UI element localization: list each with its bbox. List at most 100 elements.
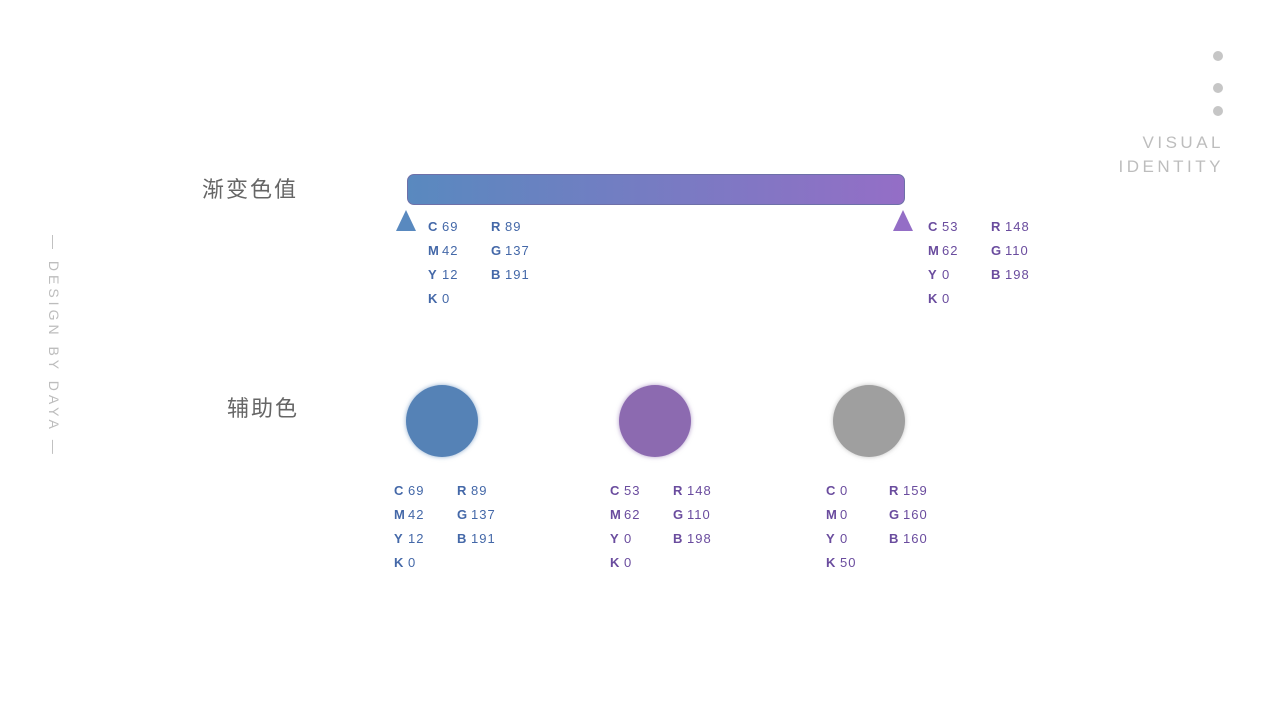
rgb-channel-value: 89 [505, 219, 522, 234]
rgb-channel-value: 198 [687, 531, 712, 546]
cmyk-channel-label: C [928, 219, 938, 234]
rgb-channel-label: R [491, 219, 501, 234]
rgb-row: R 159 [889, 479, 928, 503]
rgb-row: R 89 [491, 215, 521, 239]
rgb-channel-value: 148 [1005, 219, 1030, 234]
dot-icon [1213, 83, 1223, 93]
cmyk-channel-label: Y [826, 531, 835, 546]
cmyk-channel-label: K [428, 291, 438, 306]
rgb-row: G 110 [991, 239, 1029, 263]
cmyk-channel-label: K [928, 291, 938, 306]
cmyk-row: Y 12 [394, 527, 424, 551]
rgb-channel-label: B [457, 531, 467, 546]
cmyk-channel-label: M [394, 507, 405, 522]
cmyk-row: M 62 [610, 503, 640, 527]
cmyk-row: M 42 [394, 503, 424, 527]
rgb-row: G 137 [491, 239, 530, 263]
cmyk-channel-value: 42 [442, 243, 459, 258]
rgb-channel-value: 160 [903, 531, 928, 546]
cmyk-channel-label: M [428, 243, 439, 258]
rgb-channel-value: 191 [471, 531, 496, 546]
rgb-row: B 191 [491, 263, 530, 287]
rgb-row: B 198 [673, 527, 712, 551]
cmyk-channel-label: Y [428, 267, 437, 282]
rgb-channel-label: R [457, 483, 467, 498]
rgb-channel-value: 148 [687, 483, 712, 498]
cmyk-channel-value: 42 [408, 507, 425, 522]
cmyk-channel-value: 50 [840, 555, 857, 570]
corner-title-line1: VISUAL [1142, 133, 1224, 152]
rgb-channel-label: G [673, 507, 684, 522]
rgb-channel-label: G [457, 507, 468, 522]
rgb-row: G 160 [889, 503, 928, 527]
cmyk-channel-value: 69 [408, 483, 425, 498]
cmyk-channel-value: 0 [840, 531, 849, 546]
rgb-channel-label: R [991, 219, 1001, 234]
cmyk-channel-label: M [610, 507, 621, 522]
rgb-row: G 110 [673, 503, 711, 527]
dot-icon [1213, 106, 1223, 116]
gradient-heading: 渐变色值 [202, 178, 299, 203]
rgb-row: R 89 [457, 479, 487, 503]
cmyk-channel-value: 62 [624, 507, 641, 522]
cmyk-channel-label: Y [928, 267, 937, 282]
rgb-channel-label: G [889, 507, 900, 522]
swatch-purple [619, 385, 691, 457]
rgb-channel-label: B [673, 531, 683, 546]
cmyk-row: C 53 [610, 479, 640, 503]
rgb-channel-value: 110 [687, 507, 711, 522]
rgb-channel-label: B [991, 267, 1001, 282]
cmyk-channel-label: M [826, 507, 837, 522]
cmyk-channel-label: M [928, 243, 939, 258]
cmyk-channel-label: K [826, 555, 836, 570]
cmyk-channel-label: C [394, 483, 404, 498]
cmyk-channel-value: 53 [624, 483, 641, 498]
rgb-row: B 160 [889, 527, 928, 551]
side-caption: — DESIGN BY DAYA — [46, 234, 62, 458]
gradient-end-marker-icon [893, 210, 913, 231]
rgb-row: R 148 [991, 215, 1030, 239]
cmyk-row: C 53 [928, 215, 958, 239]
rgb-channel-value: 89 [471, 483, 488, 498]
rgb-channel-value: 137 [471, 507, 496, 522]
swatch-gray [833, 385, 905, 457]
cmyk-channel-value: 0 [442, 291, 451, 306]
rgb-channel-value: 137 [505, 243, 530, 258]
cmyk-channel-value: 0 [624, 531, 633, 546]
rgb-channel-label: R [889, 483, 899, 498]
rgb-channel-value: 198 [1005, 267, 1030, 282]
cmyk-channel-label: K [610, 555, 620, 570]
cmyk-channel-value: 0 [840, 507, 849, 522]
rgb-channel-label: B [889, 531, 899, 546]
cmyk-row: K 50 [826, 551, 856, 575]
rgb-channel-label: G [991, 243, 1002, 258]
cmyk-channel-value: 0 [624, 555, 633, 570]
rgb-channel-value: 159 [903, 483, 928, 498]
rgb-channel-value: 191 [505, 267, 530, 282]
cmyk-channel-value: 53 [942, 219, 959, 234]
cmyk-channel-value: 0 [840, 483, 849, 498]
gradient-bar [407, 174, 905, 205]
rgb-row: R 148 [673, 479, 712, 503]
dot-icon [1213, 51, 1223, 61]
rgb-channel-value: 160 [903, 507, 928, 522]
cmyk-channel-value: 0 [942, 291, 951, 306]
cmyk-channel-label: Y [394, 531, 403, 546]
cmyk-row: C 69 [428, 215, 458, 239]
rgb-channel-label: G [491, 243, 502, 258]
auxiliary-heading: 辅助色 [227, 397, 300, 422]
cmyk-row: M 62 [928, 239, 958, 263]
cmyk-channel-label: C [826, 483, 836, 498]
cmyk-row: Y 12 [428, 263, 458, 287]
rgb-row: B 198 [991, 263, 1030, 287]
swatch-blue [406, 385, 478, 457]
cmyk-channel-value: 0 [408, 555, 417, 570]
